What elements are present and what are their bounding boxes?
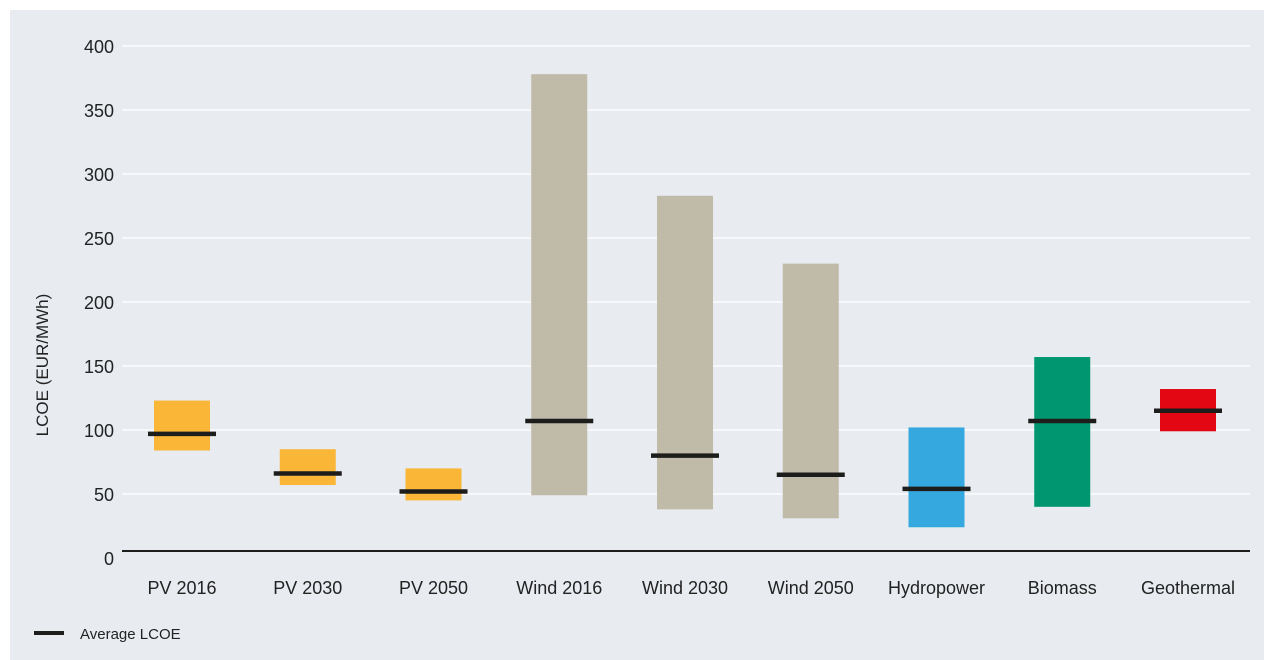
y-tick-label: 300: [84, 165, 114, 185]
legend: Average LCOE: [34, 626, 181, 643]
x-tick-label: Biomass: [1028, 578, 1097, 598]
y-tick-label: 250: [84, 229, 114, 249]
average-markers: [148, 408, 1222, 494]
range-bar: [154, 400, 210, 451]
x-tick-label: PV 2016: [147, 578, 216, 598]
y-tick-label: 200: [84, 293, 114, 313]
x-tick-label: Geothermal: [1141, 578, 1235, 598]
y-tick-label: 100: [84, 421, 114, 441]
range-bar: [531, 74, 588, 496]
x-tick-label: Hydropower: [888, 578, 985, 598]
range-bar: [1034, 357, 1091, 507]
x-tick-label: PV 2030: [273, 578, 342, 598]
range-bar: [782, 263, 839, 519]
x-tick-labels: PV 2016 PV 2030 PV 2050 Wind 2016 Wind 2030 W…: [147, 578, 1235, 598]
y-tick-label: 0: [104, 549, 114, 569]
range-bar: [405, 468, 462, 501]
range-bar: [908, 427, 965, 528]
legend-label: Average LCOE: [80, 626, 181, 643]
y-axis-label: LCOE (EUR/MWh): [33, 294, 52, 437]
x-tick-label: Wind 2030: [642, 578, 728, 598]
chart-background: [10, 10, 1264, 660]
y-tick-label: 50: [94, 485, 114, 505]
x-tick-label: PV 2050: [399, 578, 468, 598]
x-tick-label: Wind 2016: [516, 578, 602, 598]
y-tick-label: 400: [84, 37, 114, 57]
y-tick-labels: 0 50 100 150 200 250 300 350 400: [84, 37, 114, 569]
range-bar: [279, 449, 336, 486]
y-tick-label: 350: [84, 101, 114, 121]
y-tick-label: 150: [84, 357, 114, 377]
range-bar: [657, 195, 713, 510]
x-tick-label: Wind 2050: [768, 578, 854, 598]
